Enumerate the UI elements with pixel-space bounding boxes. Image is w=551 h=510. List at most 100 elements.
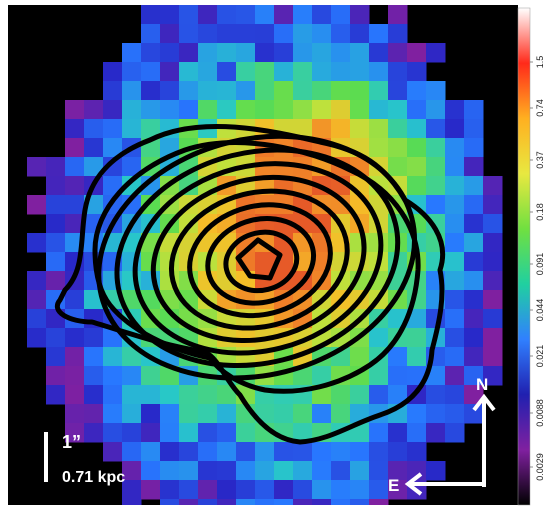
map-pixel: [388, 157, 408, 177]
map-pixel: [236, 461, 256, 481]
map-pixel: [255, 480, 275, 500]
map-pixel: [217, 5, 237, 25]
map-pixel: [179, 461, 199, 481]
map-pixel: [483, 328, 503, 348]
map-pixel: [274, 24, 294, 44]
map-pixel: [255, 24, 275, 44]
map-pixel: [464, 252, 484, 272]
map-pixel: [293, 423, 313, 443]
map-pixel: [407, 43, 427, 63]
map-pixel: [103, 404, 123, 424]
colorbar-tick-label: 0.18: [535, 203, 545, 221]
map-pixel: [445, 157, 465, 177]
map-pixel: [217, 43, 237, 63]
map-pixel: [141, 100, 161, 120]
map-pixel: [141, 442, 161, 462]
map-pixel: [236, 480, 256, 500]
map-pixel: [198, 24, 218, 44]
map-pixel: [369, 328, 389, 348]
map-pixel: [46, 366, 66, 386]
map-pixel: [350, 119, 370, 139]
map-pixel: [464, 214, 484, 234]
map-pixel: [236, 62, 256, 82]
map-pixel: [46, 252, 66, 272]
map-pixel: [255, 43, 275, 63]
map-pixel: [293, 62, 313, 82]
map-pixel: [122, 385, 142, 405]
map-pixel: [483, 252, 503, 272]
map-pixel: [350, 423, 370, 443]
map-pixel: [179, 81, 199, 101]
map-pixel: [426, 195, 446, 215]
map-pixel: [388, 100, 408, 120]
map-pixel: [65, 366, 85, 386]
map-pixel: [464, 233, 484, 253]
map-pixel: [27, 271, 47, 291]
map-pixel: [312, 119, 332, 139]
map-pixel: [293, 404, 313, 424]
map-pixel: [312, 5, 332, 25]
colorbar-tick-label: 0.091: [535, 253, 545, 276]
map-pixel: [255, 81, 275, 101]
map-pixel: [179, 5, 199, 25]
map-pixel: [103, 442, 123, 462]
map-pixel: [483, 195, 503, 215]
map-pixel: [312, 499, 332, 505]
map-pixel: [122, 461, 142, 481]
map-pixel: [331, 119, 351, 139]
colorbar-tick-label: 0.021: [535, 345, 545, 368]
map-pixel: [236, 24, 256, 44]
contour-line: [150, 174, 367, 344]
map-pixel: [122, 499, 142, 505]
map-pixel: [236, 499, 256, 505]
map-pixel: [483, 366, 503, 386]
map-pixel: [407, 100, 427, 120]
map-pixel: [65, 347, 85, 367]
map-pixel: [445, 385, 465, 405]
map-pixel: [122, 81, 142, 101]
map-pixel: [445, 100, 465, 120]
map-pixel: [407, 176, 427, 196]
scale-bar-angular-label: 1”: [62, 432, 81, 452]
contour-line: [114, 147, 401, 369]
map-pixel: [426, 385, 446, 405]
map-pixel: [407, 119, 427, 139]
map-pixel: [65, 290, 85, 310]
map-pixel: [350, 385, 370, 405]
map-pixel: [217, 499, 237, 505]
map-pixel: [65, 385, 85, 405]
map-pixel: [426, 423, 446, 443]
compass-east-label: E: [388, 476, 399, 495]
map-pixel: [407, 442, 427, 462]
map-pixel: [141, 81, 161, 101]
scale-bar-physical-label: 0.71 kpc: [62, 469, 125, 486]
map-pixel: [445, 271, 465, 291]
compass-north-arrowhead: [472, 393, 496, 412]
map-pixel: [103, 119, 123, 139]
map-pixel: [46, 176, 66, 196]
map-pixel: [160, 480, 180, 500]
map-pixel: [179, 404, 199, 424]
map-pixel: [103, 62, 123, 82]
map-pixel: [464, 119, 484, 139]
map-pixel: [426, 43, 446, 63]
map-pixel: [407, 328, 427, 348]
map-pixel: [160, 442, 180, 462]
map-pixel: [27, 195, 47, 215]
map-pixel: [293, 43, 313, 63]
map-pixel: [350, 233, 370, 253]
map-pixel: [274, 480, 294, 500]
map-pixel: [426, 81, 446, 101]
contour-line: [132, 161, 384, 356]
colorbar-tick-label: 0.0029: [535, 453, 545, 481]
map-pixel: [388, 81, 408, 101]
map-pixel: [388, 385, 408, 405]
map-pixel: [65, 157, 85, 177]
map-pixel: [65, 100, 85, 120]
map-pixel: [464, 347, 484, 367]
map-pixel: [160, 404, 180, 424]
colorbar-tick-label: 0.044: [535, 299, 545, 322]
scale-bar-line: [44, 432, 48, 482]
map-pixel: [46, 214, 66, 234]
